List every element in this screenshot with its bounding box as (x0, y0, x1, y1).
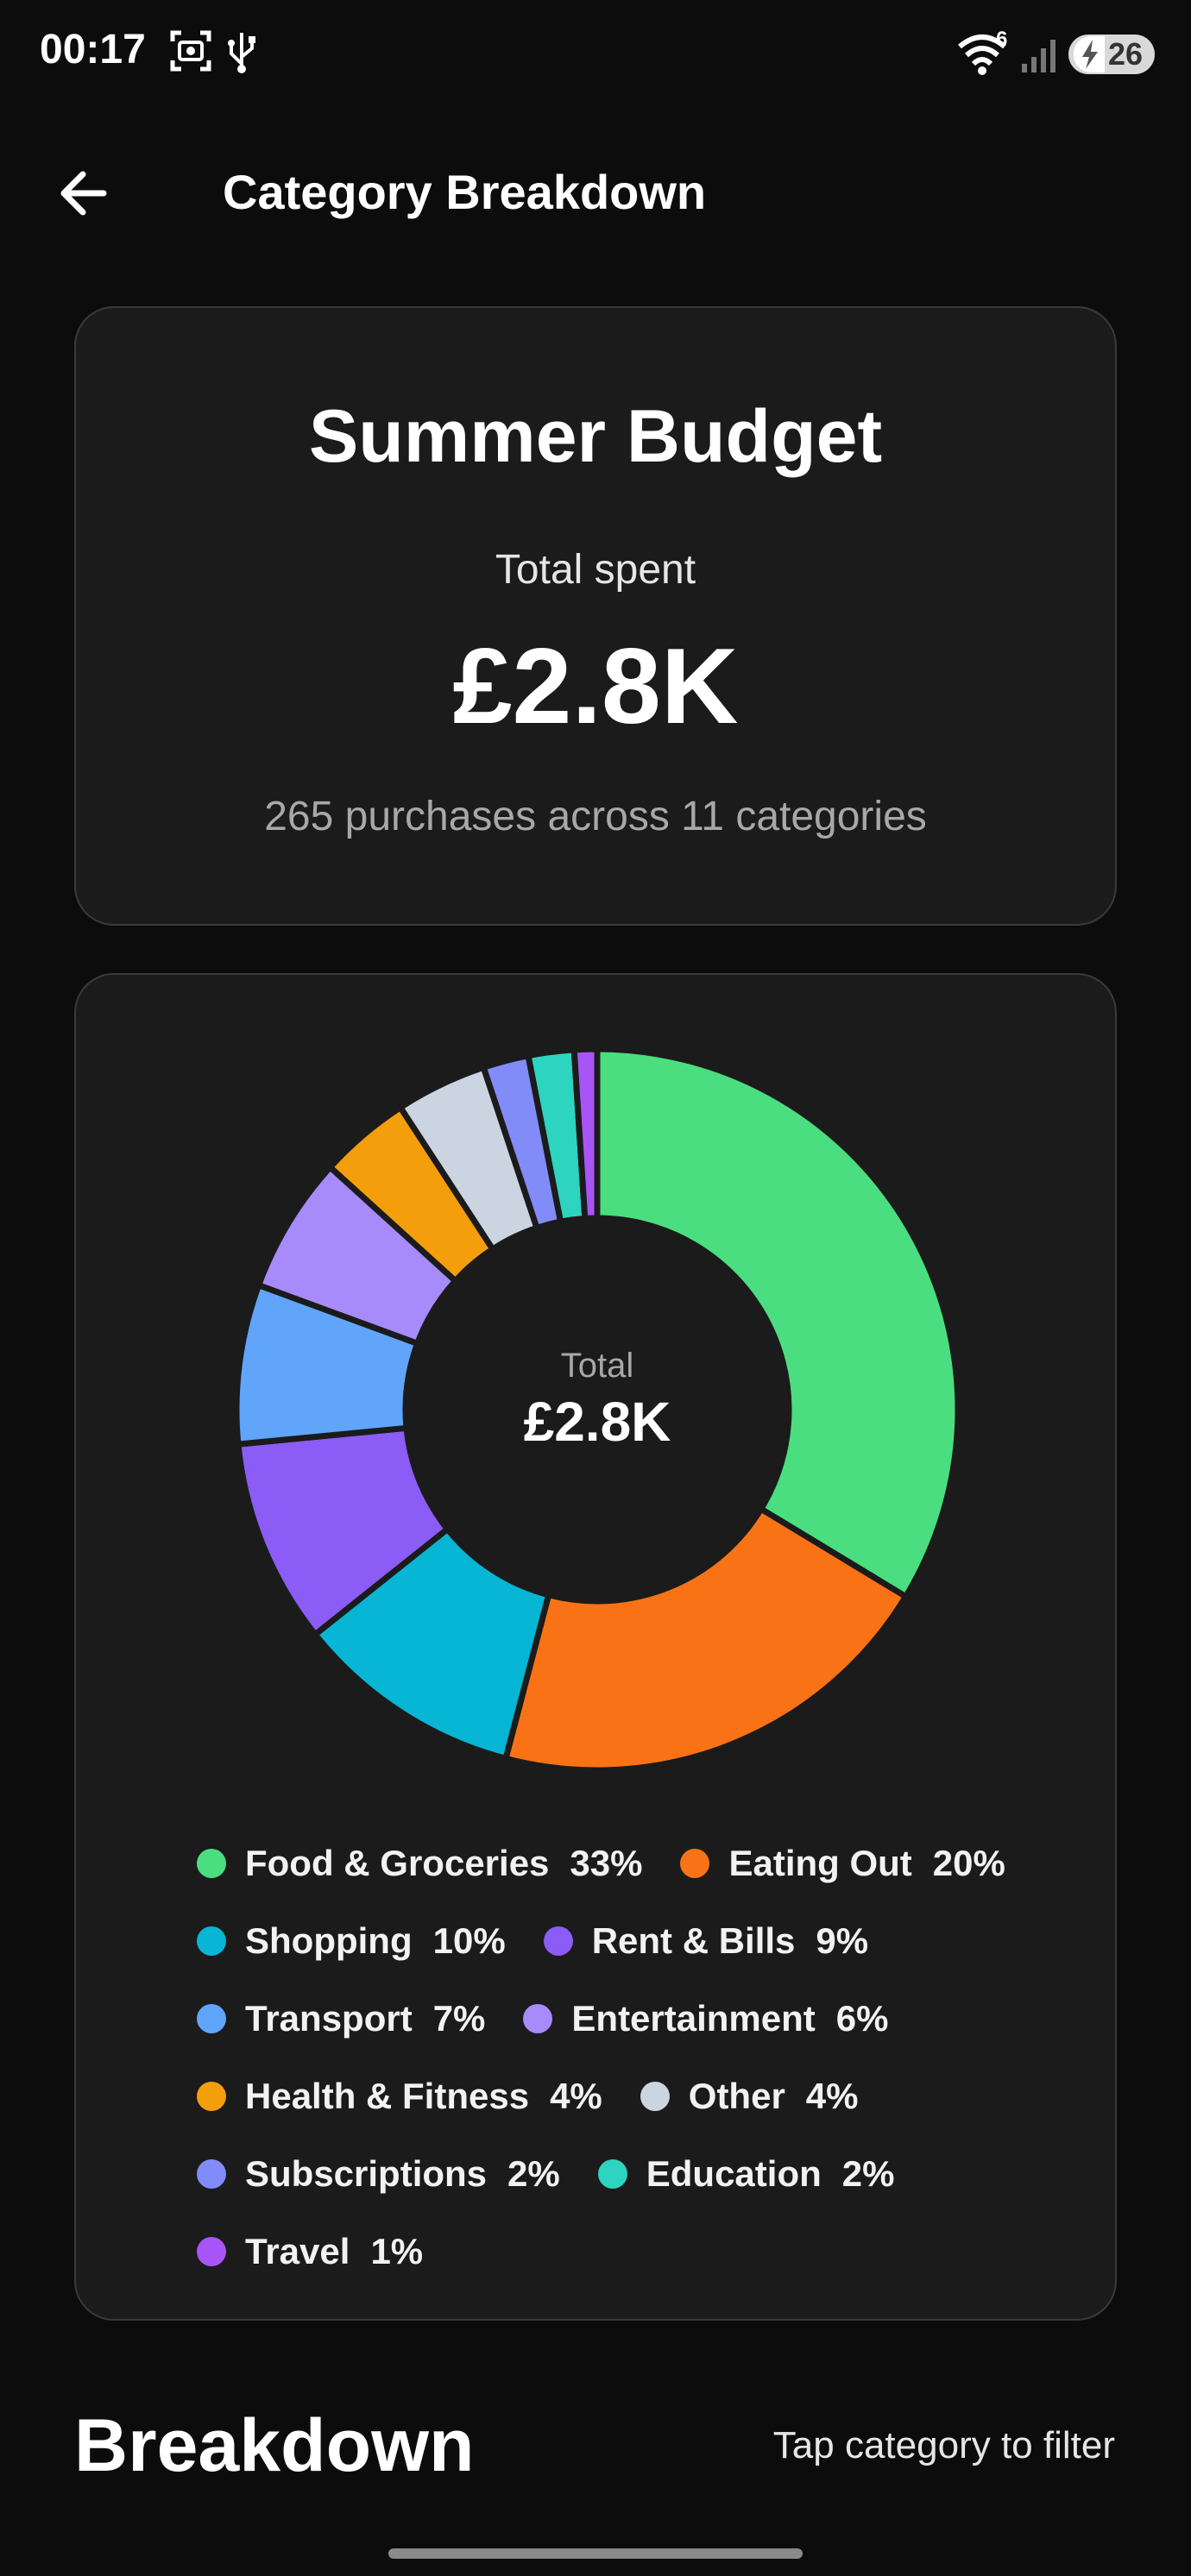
charging-bolt-icon (1074, 36, 1105, 72)
legend-row: Subscriptions 2% Education 2% (197, 2148, 932, 2200)
legend-row: Health & Fitness 4% Other 4% (197, 2070, 897, 2122)
donut-center-value: £2.8K (524, 1391, 671, 1453)
breakdown-heading: Breakdown (74, 2404, 475, 2487)
legend-row: Transport 7% Entertainment 6% (197, 1993, 926, 2045)
budget-name: Summer Budget (308, 395, 883, 478)
legend-color-dot (197, 2159, 226, 2189)
legend-item[interactable]: Education 2% (597, 2153, 895, 2195)
legend-percentage: 1% (370, 2231, 424, 2271)
legend-item[interactable]: Health & Fitness 4% (197, 2076, 602, 2117)
legend-color-dot (597, 2159, 627, 2189)
legend-color-dot (197, 2082, 226, 2111)
legend-item[interactable]: Other 4% (640, 2076, 859, 2117)
total-spent-value: £2.8K (452, 627, 739, 746)
legend-color-dot (543, 1926, 573, 1956)
wifi-icon (958, 35, 1006, 75)
app-bar: Category Breakdown (0, 138, 1191, 248)
usb-icon (228, 33, 255, 73)
legend-color-dot (197, 2237, 226, 2266)
legend-label: Eating Out (728, 1843, 912, 1883)
donut-hole (406, 1218, 789, 1601)
legend-row: Travel 1% (197, 2226, 461, 2278)
legend-color-dot (197, 2004, 226, 2033)
legend-label: Food & Groceries (245, 1843, 550, 1883)
legend-item[interactable]: Eating Out 20% (680, 1843, 1005, 1884)
legend-color-dot (523, 2004, 553, 2033)
legend-percentage: 6% (835, 1998, 889, 2039)
home-indicator (388, 2548, 803, 2559)
legend-percentage: 33% (570, 1843, 643, 1883)
legend-label: Other (688, 2076, 785, 2116)
legend-item[interactable]: Travel 1% (197, 2231, 423, 2272)
legend-percentage: 20% (932, 1843, 1005, 1883)
legend-color-dot (197, 1849, 226, 1878)
budget-summary-card: Summer Budget Total spent £2.8K 265 purc… (74, 306, 1117, 926)
wifi-badge: 6 (996, 28, 1008, 51)
donut-chart: Total £2.8K (233, 1046, 961, 1774)
battery-level: 26 (1107, 36, 1143, 72)
legend-percentage: 2% (507, 2153, 560, 2194)
status-time: 00:17 (40, 27, 146, 72)
legend-label: Health & Fitness (245, 2076, 530, 2116)
donut-slice-food-groceries[interactable] (594, 1046, 961, 1601)
back-arrow-icon[interactable] (50, 159, 119, 228)
filter-hint: Tap category to filter (772, 2424, 1115, 2466)
battery-indicator: 26 (1068, 35, 1155, 74)
legend-percentage: 4% (805, 2076, 859, 2116)
legend-label: Travel (245, 2231, 350, 2271)
legend-color-dot (640, 2082, 670, 2111)
total-spent-label: Total spent (495, 547, 696, 593)
legend-color-dot (680, 1849, 710, 1878)
legend-percentage: 4% (550, 2076, 602, 2116)
legend-item[interactable]: Entertainment 6% (523, 1998, 888, 2039)
legend-percentage: 9% (816, 1920, 869, 1961)
legend-label: Transport (245, 1998, 413, 2039)
legend-item[interactable]: Subscriptions 2% (197, 2153, 560, 2195)
category-chart-card: Total £2.8K Food & Groceries 33% Eating Ou… (74, 973, 1117, 2321)
legend-label: Education (646, 2153, 822, 2194)
legend-percentage: 7% (432, 1998, 486, 2039)
legend-label: Subscriptions (245, 2153, 488, 2194)
legend-percentage: 10% (432, 1920, 506, 1961)
legend-row: Shopping 10% Rent & Bills 9% (197, 1915, 906, 1967)
purchase-count: 265 purchases across 11 categories (264, 794, 927, 839)
legend-item[interactable]: Shopping 10% (197, 1920, 506, 1962)
legend-label: Entertainment (571, 1998, 816, 2039)
donut-center-label: Total (561, 1347, 634, 1385)
signal-icon (1022, 40, 1056, 72)
legend-percentage: 2% (841, 2153, 895, 2194)
legend-label: Shopping (245, 1920, 413, 1961)
legend-item[interactable]: Rent & Bills 9% (543, 1920, 869, 1962)
page-title: Category Breakdown (223, 165, 707, 219)
legend-row: Food & Groceries 33% Eating Out 20% (197, 1838, 1043, 1889)
legend-label: Rent & Bills (591, 1920, 796, 1961)
legend-color-dot (197, 1926, 226, 1956)
legend-item[interactable]: Transport 7% (197, 1998, 485, 2039)
screenshot-icon (170, 30, 211, 72)
legend-item[interactable]: Food & Groceries 33% (197, 1843, 642, 1884)
status-bar: 00:17 6 26 (0, 0, 1191, 110)
